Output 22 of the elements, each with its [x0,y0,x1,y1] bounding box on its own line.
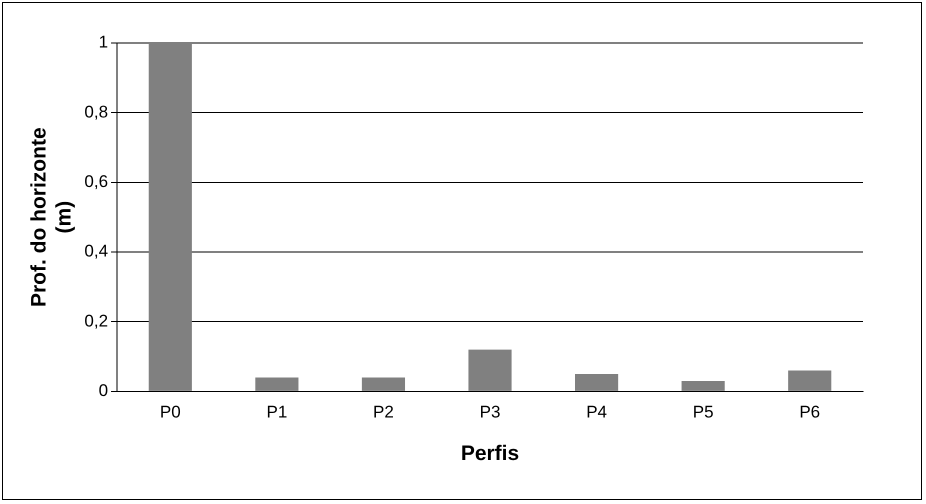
bar [788,370,832,391]
x-tick-label: P0 [160,402,181,422]
x-tick-label: P5 [692,402,714,422]
y-tick-label: 0,4 [84,242,108,261]
bar [255,377,298,391]
bar [468,350,512,391]
bar [575,374,618,391]
y-tick-label: 0 [98,381,108,400]
x-tick-label: P3 [480,402,500,422]
x-tick-label: P2 [373,402,394,422]
x-tick-label: P6 [799,402,820,422]
bar [362,377,406,391]
y-tick-label: 1 [98,32,108,52]
y-tick-label: 0,2 [84,311,108,330]
x-axis-title: Perfis [460,442,520,466]
y-axis-title: Prof. do horizonte (m) [27,127,76,308]
bar [148,43,192,391]
y-tick-label: 0,6 [84,172,108,192]
x-tick-label: P4 [586,402,607,422]
x-tick-label: P1 [266,402,288,422]
y-tick-label: 0,8 [84,102,108,122]
bar [682,380,725,391]
